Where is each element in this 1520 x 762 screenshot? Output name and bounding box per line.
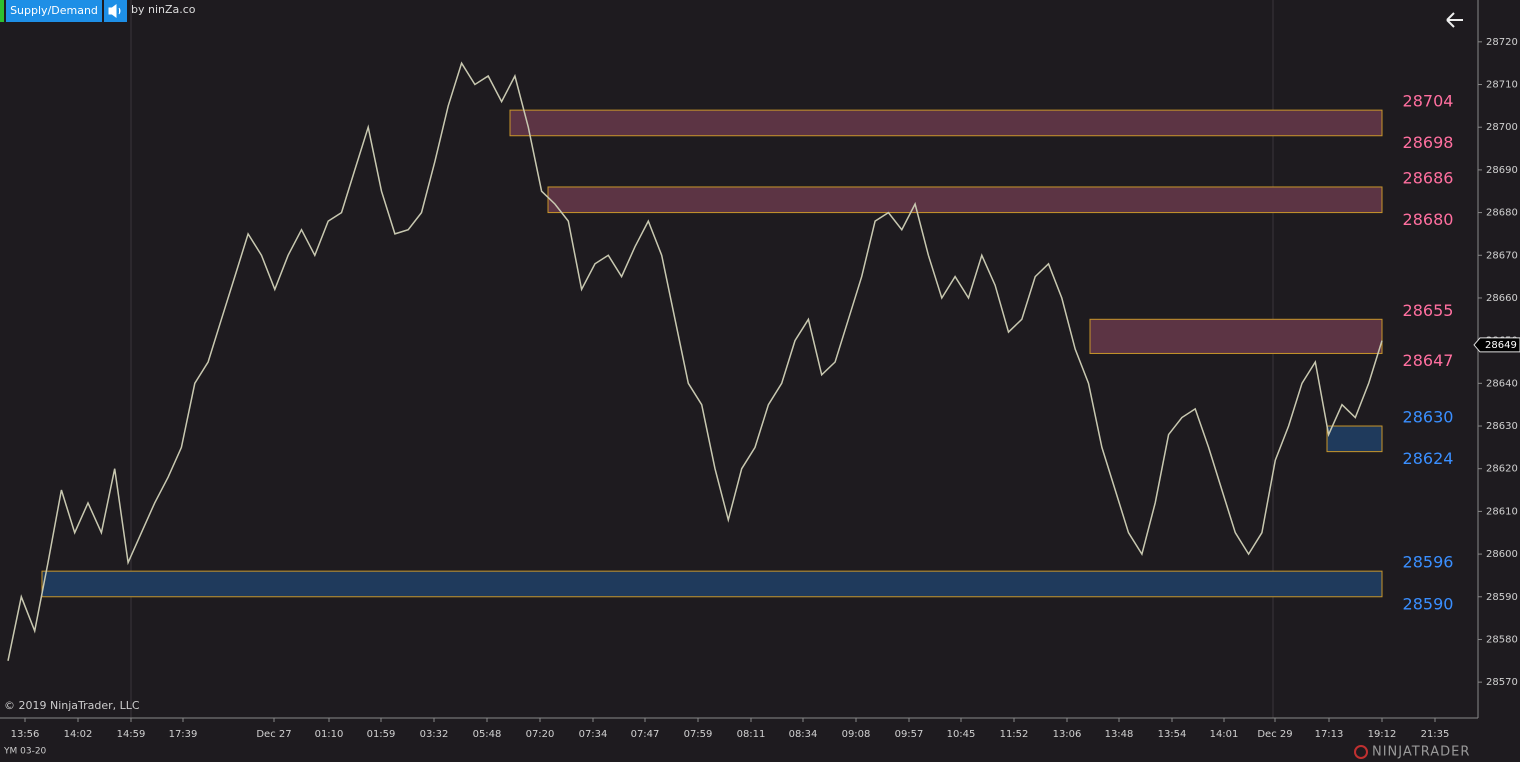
x-tick-label: 05:48 — [473, 729, 502, 740]
x-tick-label: 13:06 — [1053, 729, 1082, 740]
y-tick-label: 28660 — [1486, 293, 1518, 304]
y-tick-label: 28610 — [1486, 506, 1518, 517]
y-tick-label: 28600 — [1486, 549, 1518, 560]
price-tag-label: 28649 — [1485, 340, 1517, 351]
x-tick-label: 14:02 — [64, 729, 93, 740]
zone-bottom-label: 28647 — [1403, 351, 1454, 370]
x-tick-label: 13:56 — [11, 729, 40, 740]
price-line — [7, 61, 1383, 661]
x-tick-label: 01:59 — [367, 729, 396, 740]
y-tick-label: 28590 — [1486, 592, 1518, 603]
x-tick-label: 08:34 — [789, 729, 818, 740]
zone-bottom-label: 28698 — [1403, 133, 1454, 152]
x-tick-label: 17:13 — [1315, 729, 1344, 740]
x-tick-label: 21:35 — [1421, 729, 1450, 740]
zone-top-label: 28686 — [1403, 168, 1454, 187]
y-tick-label: 28580 — [1486, 634, 1518, 645]
x-tick-label: 03:32 — [420, 729, 449, 740]
x-tick-label: 07:34 — [579, 729, 608, 740]
y-tick-label: 28640 — [1486, 378, 1518, 389]
x-tick-label: Dec 27 — [256, 729, 291, 740]
y-tick-label: 28720 — [1486, 37, 1518, 48]
indicator-button[interactable] — [6, 0, 102, 22]
x-tick-label: 09:57 — [895, 729, 924, 740]
y-tick-label: 28670 — [1486, 250, 1518, 261]
zone-bottom-label: 28680 — [1403, 210, 1454, 229]
zone-top-label: 28630 — [1403, 408, 1454, 427]
zone-bottom-label: 28624 — [1403, 449, 1454, 468]
x-tick-label: 13:54 — [1158, 729, 1187, 740]
brand-logo — [1354, 745, 1368, 759]
x-tick-label: 19:12 — [1368, 729, 1397, 740]
status-bar — [0, 0, 4, 22]
sound-icon — [108, 4, 121, 18]
zone-top-label: 28704 — [1403, 92, 1454, 111]
zone — [509, 109, 1383, 137]
x-tick-label: 08:11 — [737, 729, 766, 740]
x-tick-label: 07:20 — [526, 729, 555, 740]
x-tick-label: 17:39 — [169, 729, 198, 740]
y-tick-label: 28690 — [1486, 165, 1518, 176]
y-tick-label: 28680 — [1486, 208, 1518, 219]
x-tick-label: 09:08 — [842, 729, 871, 740]
back-arrow[interactable] — [1446, 12, 1463, 28]
y-tick-label: 28710 — [1486, 80, 1518, 91]
price-tag — [1473, 337, 1520, 353]
y-tick-label: 28630 — [1486, 421, 1518, 432]
copyright: © 2019 NinjaTrader, LLC — [4, 699, 140, 712]
x-tick-label: 14:59 — [117, 729, 146, 740]
x-tick-label: 11:52 — [1000, 729, 1029, 740]
indicator-label: Supply/Demand — [10, 4, 98, 17]
x-tick-label: 13:48 — [1105, 729, 1134, 740]
zone — [41, 570, 1383, 598]
zone — [1326, 425, 1383, 453]
zone-bottom-label: 28590 — [1403, 594, 1454, 613]
vendor: by ninZa.co — [131, 3, 196, 16]
x-tick-label: Dec 29 — [1257, 729, 1292, 740]
zone — [1089, 318, 1383, 354]
plot — [7, 61, 1383, 661]
instrument: YM 03-20 — [3, 747, 47, 757]
x-tick-label: 14:01 — [1210, 729, 1239, 740]
zone-top-label: 28596 — [1403, 553, 1454, 572]
y-tick-label: 28700 — [1486, 122, 1518, 133]
x-tick-label: 01:10 — [315, 729, 344, 740]
x-tick-label: 07:47 — [631, 729, 660, 740]
brand: NINJATRADER — [1372, 745, 1470, 760]
x-tick-label: 07:59 — [684, 729, 713, 740]
y-tick-label: 28620 — [1486, 464, 1518, 475]
x-tick-label: 10:45 — [947, 729, 976, 740]
zone-top-label: 28655 — [1403, 301, 1454, 320]
y-tick-label: 28570 — [1486, 677, 1518, 688]
zone — [547, 186, 1383, 214]
